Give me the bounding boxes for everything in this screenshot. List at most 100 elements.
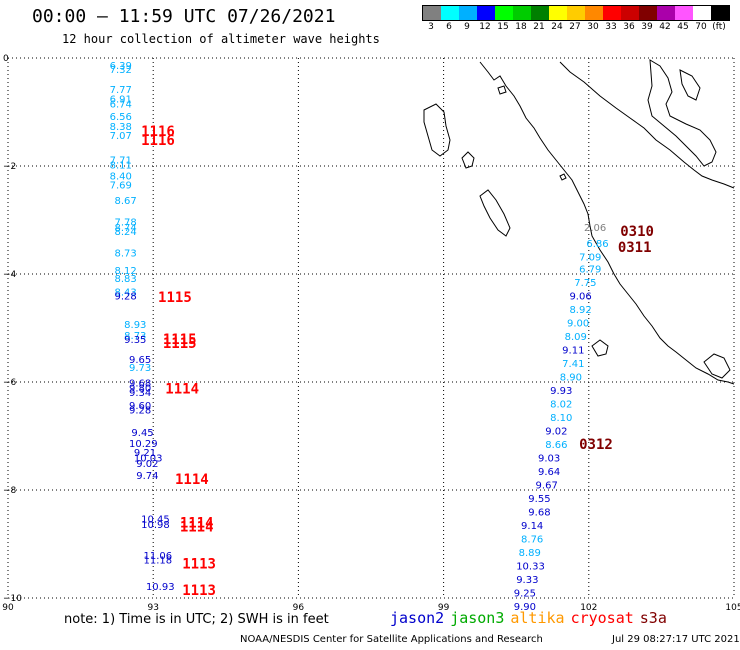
- y-tick-label: −6: [3, 378, 17, 388]
- scale-label: 30: [587, 22, 599, 32]
- island-small-3: [559, 173, 567, 181]
- wave-height-value: 9.73: [129, 363, 151, 374]
- x-tick-label: 102: [580, 603, 597, 613]
- wave-height-value: 8.02: [550, 399, 572, 410]
- island-siberut: [479, 189, 511, 237]
- pass-time-label: 0312: [579, 437, 613, 453]
- wave-height-value: 9.55: [528, 494, 550, 505]
- coastline-land: [423, 59, 735, 385]
- pass-time-label: 1113: [182, 583, 216, 599]
- wave-height-value: 10.98: [141, 520, 170, 531]
- scale-label: 12: [479, 22, 491, 32]
- scale-label: 15: [497, 22, 509, 32]
- wave-height-value: 9.02: [136, 459, 158, 470]
- wave-height-value: 8.93: [124, 320, 146, 331]
- wave-height-value: 9.14: [521, 521, 543, 532]
- wave-height-value: 8.10: [550, 413, 572, 424]
- wave-height-value: 6.74: [110, 100, 132, 111]
- legend-entry-altika: altika: [510, 609, 565, 627]
- wave-height-value: 8.74: [114, 223, 136, 234]
- east-island-1: [647, 59, 717, 167]
- pass-time-label: 1115: [163, 336, 197, 352]
- x-tick-label: 105: [725, 603, 740, 613]
- scale-swatch: [441, 6, 459, 20]
- pass-time-label: 1113: [182, 556, 216, 572]
- scale-label: 21: [533, 22, 545, 32]
- wave-height-value: 8.43: [114, 288, 136, 299]
- wave-height-value: 6.56: [110, 112, 132, 123]
- wave-height-value: 9.28: [129, 405, 151, 416]
- wave-height-value: 10.93: [146, 582, 175, 593]
- x-tick-label: 93: [147, 603, 158, 613]
- pass-time-label: 1114: [175, 472, 209, 488]
- wave-height-value: 9.60: [129, 401, 151, 412]
- scale-label: 24: [551, 22, 563, 32]
- wave-height-value: 7.09: [579, 253, 601, 264]
- wave-height-value: 8.67: [114, 196, 136, 207]
- wave-height-value: 8.24: [114, 227, 136, 238]
- wave-height-value: 7.32: [110, 65, 132, 76]
- scale-label: 9: [464, 22, 470, 32]
- wave-height-value: 7.77: [110, 85, 132, 96]
- pass-time-label: 1116: [141, 124, 175, 140]
- wave-height-value: 9.74: [136, 471, 158, 482]
- wave-height-value: 8.66: [545, 440, 567, 451]
- wave-height-value: 9.03: [538, 453, 560, 464]
- y-tick-label: −10: [3, 594, 22, 604]
- wave-height-value: 8.76: [521, 534, 543, 545]
- scale-label: 70: [695, 22, 707, 32]
- wave-height-value: 9.00: [567, 318, 589, 329]
- wave-height-value: 10.45: [141, 514, 170, 525]
- pass-time-label: 1114: [165, 381, 199, 397]
- wave-height-value: 2.06: [584, 223, 606, 234]
- wave-height-value: 8.90: [560, 372, 582, 383]
- wave-height-value: 8.73: [114, 249, 136, 260]
- credit-text: NOAA/NESDIS Center for Satellite Applica…: [240, 634, 543, 645]
- y-tick-label: −2: [3, 162, 16, 172]
- x-tick-label: 90: [2, 603, 14, 613]
- scale-swatch: [477, 6, 495, 20]
- scale-swatch: [423, 6, 441, 20]
- wave-height-value: 8.40: [110, 172, 132, 183]
- pass-time-label: 1115: [163, 332, 197, 348]
- wave-height-value: 7.07: [110, 131, 132, 142]
- x-tick-label: 96: [293, 603, 305, 613]
- wave-height-value: 9.90: [514, 602, 536, 613]
- scale-swatch: [585, 6, 603, 20]
- scale-swatch: [657, 6, 675, 20]
- pass-time-label: 1114: [180, 520, 214, 536]
- satellite-legend: jason2 jason3 altika cryosat s3a: [390, 609, 673, 627]
- pass-time-label: 1115: [158, 290, 192, 306]
- map-subtitle: 12 hour collection of altimeter wave hei…: [62, 32, 380, 46]
- wave-height-value: 10.33: [516, 561, 545, 572]
- java-tip: [703, 353, 731, 379]
- scale-swatch: [531, 6, 549, 20]
- note-text: note: 1) Time is in UTC; 2) SWH is in fe…: [64, 612, 329, 627]
- wave-height-value: 6.39: [110, 61, 132, 72]
- wave-height-value: 9.80: [129, 384, 151, 395]
- scale-label: 45: [677, 22, 689, 32]
- wave-height-value: 9.06: [569, 291, 591, 302]
- scale-label: 3: [428, 22, 434, 32]
- sumatra-northeast-coast: [559, 61, 735, 189]
- scale-swatch: [621, 6, 639, 20]
- map-title: 00:00 – 11:59 UTC 07/26/2021: [32, 6, 336, 27]
- wave-height-values: 6.397.32 7.776.916.746.568.387.07 7.718.11…: [110, 61, 609, 613]
- island-small-1: [461, 151, 475, 169]
- scale-swatch: [639, 6, 657, 20]
- island-enggano: [591, 339, 609, 357]
- scale-label: 36: [623, 22, 635, 32]
- wave-height-value: 9.67: [536, 480, 558, 491]
- wave-height-value: 9.21: [134, 448, 156, 459]
- wave-height-value: 10.03: [134, 453, 163, 464]
- pass-time-label: 1116: [141, 133, 175, 149]
- wave-height-value: 8.38: [110, 122, 132, 133]
- y-tick-label: −8: [3, 486, 17, 496]
- pass-time-labels: 1116111611151115111511141114111411141113…: [141, 124, 654, 599]
- wave-height-value: 7.69: [110, 181, 132, 192]
- wave-height-value: 8.92: [569, 305, 591, 316]
- wave-height-value: 9.68: [528, 507, 550, 518]
- scale-swatch: [513, 6, 531, 20]
- pass-time-label: 1114: [180, 515, 214, 531]
